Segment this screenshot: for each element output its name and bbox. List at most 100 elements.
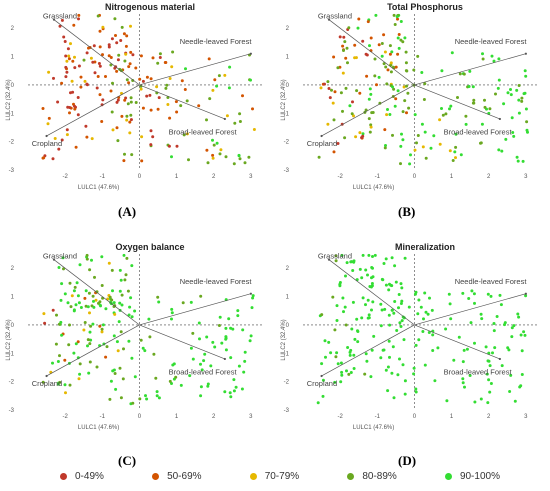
data-point	[56, 360, 60, 363]
vector-arrowhead	[52, 18, 56, 21]
data-point	[367, 253, 371, 257]
data-point	[463, 385, 466, 389]
data-point	[107, 43, 111, 47]
data-point	[492, 329, 496, 333]
data-point	[211, 153, 215, 157]
data-point	[77, 377, 81, 381]
data-point	[492, 322, 496, 325]
data-point	[382, 262, 386, 265]
data-point	[183, 88, 187, 91]
data-point	[140, 135, 144, 139]
y-axis-label: LULC2 (32.4%)	[281, 319, 287, 360]
data-point	[200, 368, 204, 372]
data-point	[213, 78, 217, 82]
chart-panel-d: Mineralization 2 1 0 -1 -2 -3 -2 -1 0 1 2 3 LULC1 (47…	[275, 240, 550, 480]
data-point	[127, 339, 131, 343]
data-point	[165, 83, 169, 87]
data-point	[66, 47, 70, 51]
data-point	[417, 338, 421, 342]
data-point	[492, 59, 496, 63]
data-point	[229, 395, 233, 399]
data-point	[65, 70, 69, 74]
data-point	[525, 128, 529, 132]
data-point	[371, 300, 375, 304]
data-point	[149, 129, 153, 133]
data-point	[127, 313, 131, 317]
data-point	[79, 75, 83, 79]
data-point	[41, 380, 45, 384]
legend-swatch	[152, 472, 160, 480]
data-point	[395, 15, 399, 19]
loading-vector	[139, 293, 251, 326]
data-point	[113, 17, 117, 21]
data-point	[249, 334, 253, 338]
data-point	[251, 296, 255, 300]
data-point	[403, 99, 407, 103]
data-point	[380, 54, 384, 58]
data-point	[131, 401, 135, 405]
data-point	[125, 118, 129, 122]
data-point	[224, 348, 228, 352]
x-tick-label: -2	[62, 414, 68, 420]
data-point	[401, 315, 405, 319]
data-point	[42, 156, 46, 160]
data-point	[344, 86, 348, 90]
data-point	[336, 66, 340, 70]
data-point	[109, 63, 113, 67]
data-point	[331, 101, 335, 105]
data-point	[344, 323, 348, 327]
data-point	[109, 56, 113, 59]
data-point	[87, 46, 90, 50]
data-point	[341, 44, 345, 48]
data-point	[316, 401, 320, 405]
data-point	[220, 341, 224, 345]
x-tick-label: -1	[100, 174, 106, 180]
data-point	[170, 65, 174, 69]
data-point	[156, 295, 160, 299]
data-point	[380, 42, 384, 45]
data-point	[242, 370, 246, 374]
data-point	[382, 33, 386, 37]
data-point	[379, 302, 383, 306]
data-point	[321, 378, 325, 382]
data-point	[383, 307, 387, 311]
data-point	[64, 54, 68, 58]
data-point	[374, 13, 378, 17]
data-point	[468, 374, 472, 377]
data-point	[405, 111, 408, 115]
data-point	[524, 294, 528, 298]
data-point	[157, 396, 161, 400]
data-point	[47, 70, 51, 74]
data-point	[363, 372, 367, 376]
data-point	[152, 352, 156, 356]
data-point	[189, 346, 193, 350]
data-point	[170, 317, 173, 321]
data-point	[349, 348, 353, 352]
data-point	[334, 259, 338, 263]
chart-panel-b: Total Phosphorus 2 1 0 -1 -2 -3 -2 -1 0 1 2 3 LULC1 (…	[275, 0, 550, 240]
data-point	[495, 315, 499, 318]
data-point	[72, 289, 76, 293]
data-point	[386, 389, 390, 393]
vector-label: Broad-leaved Forest	[169, 128, 238, 137]
data-point	[358, 267, 362, 271]
data-point	[124, 52, 128, 56]
data-point	[111, 369, 115, 373]
data-point	[319, 86, 323, 90]
y-tick-label: -2	[284, 140, 290, 146]
data-point	[399, 325, 403, 328]
data-point	[47, 116, 51, 120]
data-point	[405, 84, 408, 88]
data-point	[448, 149, 452, 153]
data-point	[64, 65, 68, 69]
data-point	[412, 68, 416, 72]
data-point	[46, 122, 50, 126]
data-point	[485, 372, 489, 376]
data-point	[59, 320, 63, 324]
data-point	[236, 309, 240, 313]
data-point	[174, 375, 178, 379]
data-point	[223, 390, 227, 394]
data-point	[179, 104, 183, 108]
data-point	[335, 304, 339, 308]
data-point	[228, 391, 232, 395]
